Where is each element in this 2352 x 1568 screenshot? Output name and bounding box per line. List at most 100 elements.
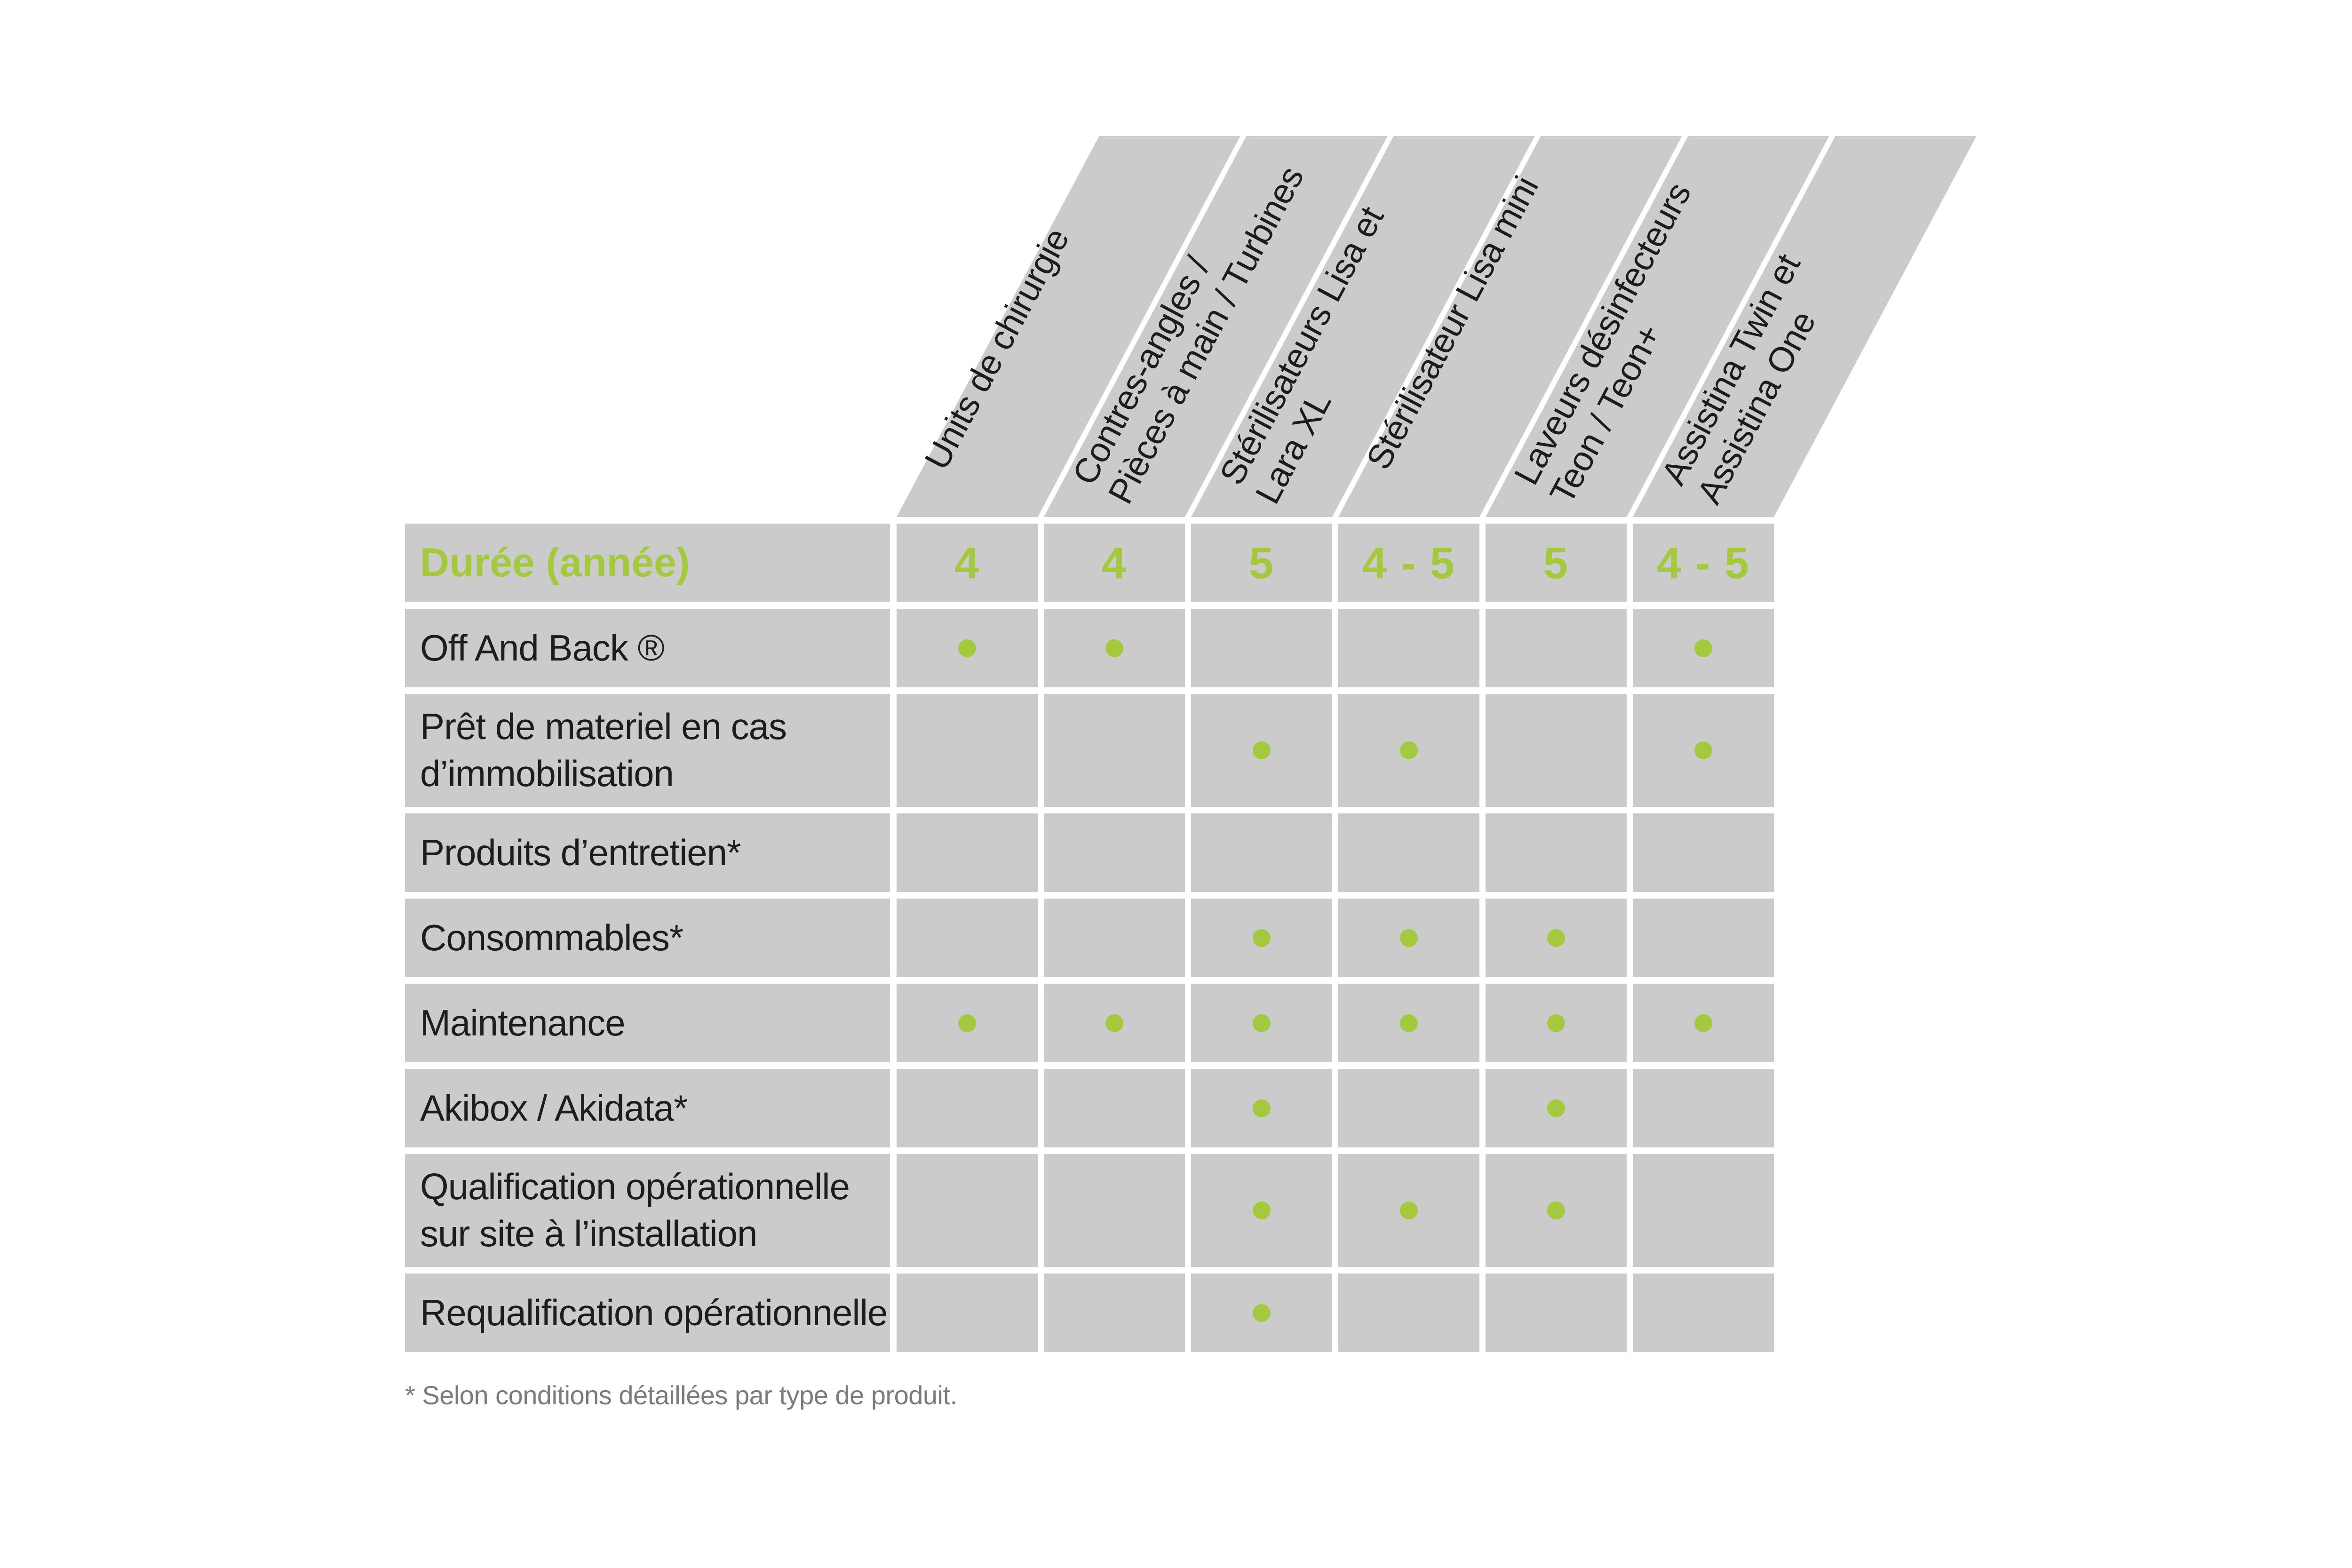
feature-row-label-cell: Akibox / Akidata* [405,1069,890,1147]
feature-value-cell [1191,984,1332,1062]
feature-row-label: Consommables* [420,916,683,958]
feature-dot [1253,1304,1271,1322]
feature-dot [1694,1014,1712,1032]
feature-dot [1547,929,1565,947]
feature-row-label-cell: Consommables* [405,899,890,977]
feature-value-cell [1044,1069,1185,1147]
feature-row-label-cell: Prêt de materiel en cas d’immobilisation [405,694,890,807]
feature-value-cell [1044,609,1185,687]
feature-value-cell [1486,899,1627,977]
feature-dot [1400,1014,1418,1032]
duration-value-cell: 4 [1044,524,1185,602]
feature-value-cell [1633,694,1774,807]
feature-value-cell [897,694,1038,807]
feature-value-cell [1191,1154,1332,1267]
feature-value-cell [1191,1069,1332,1147]
duration-value-cell: 4 - 5 [1633,524,1774,602]
feature-value-cell [1486,1069,1627,1147]
feature-value-cell [1486,1154,1627,1267]
feature-row-label: Prêt de materiel en cas d’immobilisation [420,706,787,794]
duration-value-cell: 4 [897,524,1038,602]
feature-value-cell [1044,1154,1185,1267]
feature-row-label-cell: Maintenance [405,984,890,1062]
feature-value-cell [897,984,1038,1062]
feature-value-cell [1633,1274,1774,1352]
feature-dot [1105,1014,1123,1032]
feature-value-cell [1044,899,1185,977]
feature-value-cell [1338,1274,1479,1352]
feature-dot [1400,741,1418,759]
duration-value: 4 - 5 [1656,538,1750,588]
feature-dot [1400,1202,1418,1219]
feature-dot [1253,741,1271,759]
feature-dot [958,1014,976,1032]
feature-value-cell [1486,1274,1627,1352]
feature-value-cell [1338,984,1479,1062]
feature-row-label-cell: Off And Back ® [405,609,890,687]
feature-value-cell [1486,694,1627,807]
feature-value-cell [1633,984,1774,1062]
feature-value-cell [1338,694,1479,807]
feature-dot [1105,639,1123,657]
feature-value-cell [1338,609,1479,687]
feature-dot [1547,1014,1565,1032]
feature-value-cell [1044,694,1185,807]
feature-value-cell [1044,984,1185,1062]
feature-row-label-cell: Qualification opérationnelle sur site à … [405,1154,890,1267]
feature-value-cell [1633,609,1774,687]
duration-value-cell: 5 [1191,524,1332,602]
feature-value-cell [897,813,1038,892]
feature-row-label: Maintenance [420,1002,626,1043]
feature-dot [1547,1202,1565,1219]
feature-value-cell [1338,1154,1479,1267]
feature-dot [1253,1014,1271,1032]
feature-value-cell [1486,984,1627,1062]
feature-value-cell [897,899,1038,977]
feature-dot [1547,1099,1565,1117]
feature-value-cell [1633,1154,1774,1267]
feature-value-cell [1633,899,1774,977]
feature-row-label: Produits d’entretien* [420,831,741,873]
feature-row-label-cell: Produits d’entretien* [405,813,890,892]
feature-value-cell [1633,1069,1774,1147]
feature-dot [1694,741,1712,759]
feature-value-cell [897,1154,1038,1267]
duration-value: 4 - 5 [1362,538,1456,588]
feature-value-cell [1191,694,1332,807]
feature-value-cell [1338,813,1479,892]
feature-row-label: Requalification opérationnelle [420,1291,888,1333]
duration-row-label-cell: Durée (année) [405,524,890,602]
footnote: * Selon conditions détaillées par type d… [405,1380,957,1410]
feature-dot [1400,929,1418,947]
duration-value: 4 [1101,538,1128,588]
feature-dot [1694,639,1712,657]
duration-value: 5 [1543,538,1569,588]
feature-dot [1253,1099,1271,1117]
duration-value-cell: 4 - 5 [1338,524,1479,602]
feature-value-cell [1191,1274,1332,1352]
feature-value-cell [1486,813,1627,892]
duration-row-label: Durée (année) [420,540,690,586]
feature-value-cell [897,609,1038,687]
feature-value-cell [897,1274,1038,1352]
feature-value-cell [1191,813,1332,892]
feature-value-cell [1486,609,1627,687]
feature-value-cell [1633,813,1774,892]
duration-value: 5 [1248,538,1275,588]
duration-value: 4 [954,538,980,588]
feature-value-cell [1191,609,1332,687]
duration-value-cell: 5 [1486,524,1627,602]
feature-dot [1253,1202,1271,1219]
feature-value-cell [1191,899,1332,977]
feature-value-cell [1044,1274,1185,1352]
feature-value-cell [1044,813,1185,892]
feature-value-cell [1338,1069,1479,1147]
feature-dot [958,639,976,657]
feature-row-label: Off And Back ® [420,627,665,669]
feature-value-cell [897,1069,1038,1147]
feature-value-cell [1338,899,1479,977]
feature-row-label: Akibox / Akidata* [420,1087,688,1129]
feature-row-label-cell: Requalification opérationnelle [405,1274,890,1352]
feature-dot [1253,929,1271,947]
